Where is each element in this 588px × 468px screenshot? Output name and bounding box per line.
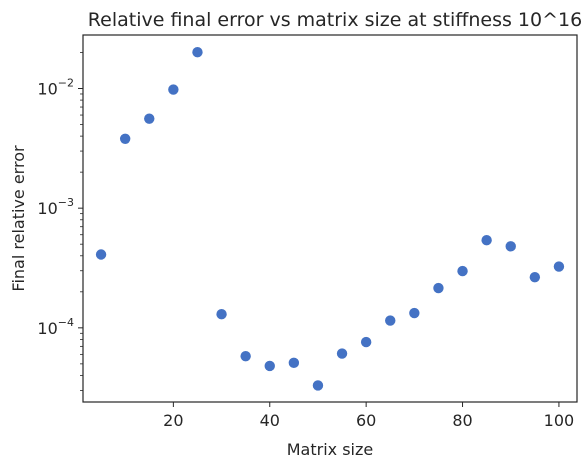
y-tick-exponent: −3 [58,196,74,209]
data-point [240,350,251,362]
data-point [192,47,203,58]
data-point [409,307,420,319]
y-tick-base: 10 [37,319,57,338]
y-tick-exponent: −2 [58,77,74,90]
y-tick-label: 10−4 [37,316,74,338]
x-tick-label: 60 [356,411,376,430]
y-tick-base: 10 [37,80,57,99]
y-tick-exponent: −4 [58,316,74,329]
y-tick-base: 10 [37,199,57,218]
data-point [481,234,492,246]
x-tick-label: 20 [163,411,183,430]
data-point [168,84,179,95]
plot-frame [82,34,578,403]
x-tick-label: 100 [544,411,575,430]
y-axis-label: Final relative error [9,145,28,292]
points-layer [95,47,565,391]
data-point [360,336,372,348]
x-tick-label: 40 [260,411,280,430]
data-point [385,315,396,326]
data-point [216,308,227,320]
data-point [288,357,300,369]
data-point [336,348,348,359]
data-point [433,282,444,294]
data-point [144,113,155,124]
data-point [553,261,565,272]
data-point [505,241,516,252]
y-tick-label: 10−2 [37,77,74,99]
x-tick-label: 80 [452,411,472,430]
x-axis-label: Matrix size [287,440,373,459]
chart-title: Relative final error vs matrix size at s… [88,9,582,31]
data-point [119,133,131,144]
y-tick-label: 10−3 [37,196,74,218]
data-point [529,271,541,283]
data-point [457,265,468,277]
data-point [95,249,107,260]
data-point [312,380,324,391]
data-point [264,360,275,372]
